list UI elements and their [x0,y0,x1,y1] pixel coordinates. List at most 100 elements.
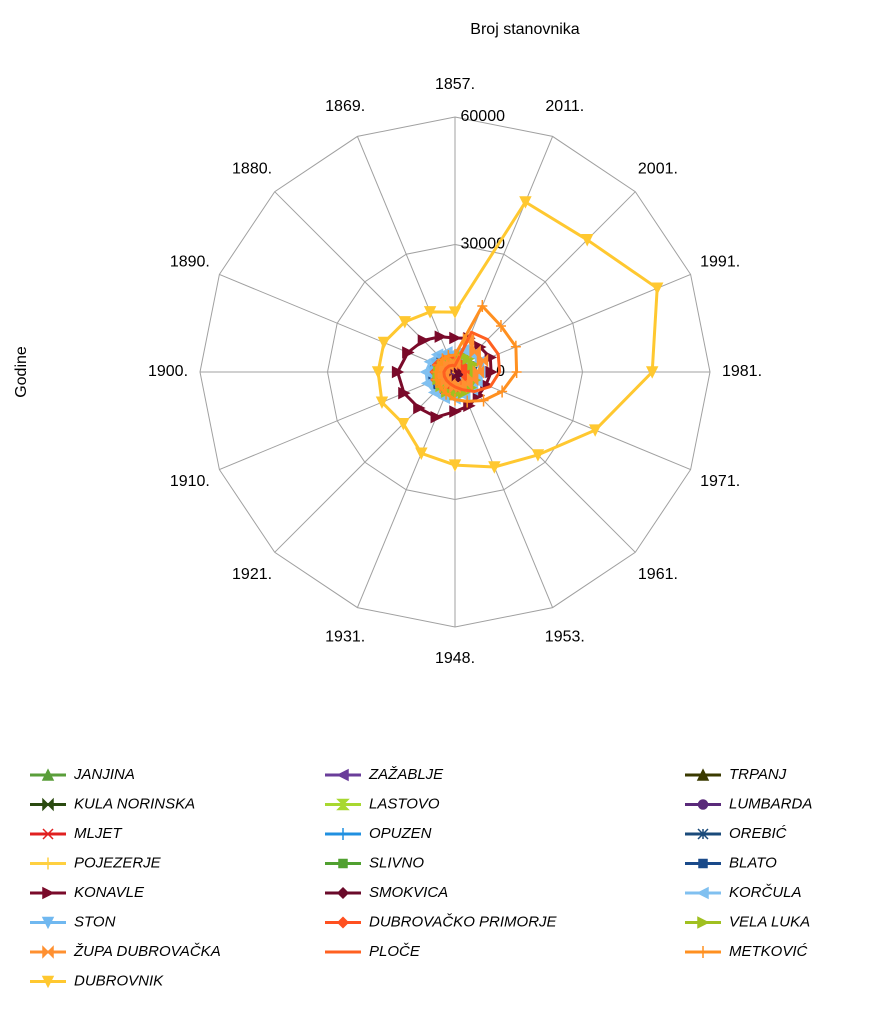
legend-label: BLATO [729,854,777,871]
marker [581,234,594,247]
legend-label: KULA NORINSKA [74,795,195,812]
marker [430,410,443,424]
legend-label: STON [74,913,116,930]
marker [510,340,521,353]
marker [423,306,437,319]
category-label: 1900. [148,363,188,380]
series-line [442,330,502,393]
spoke [454,191,636,373]
category-label: 1857. [435,76,475,93]
legend-label: SMOKVICA [369,884,448,901]
marker [413,401,426,415]
marker [336,768,349,782]
marker [448,459,462,472]
category-label: 1921. [232,566,272,583]
legend-label: JANJINA [73,766,135,783]
legend-label: DUBROVAČKO PRIMORJE [369,913,558,930]
legend-label: KORČULA [729,884,802,901]
marker [41,768,55,781]
marker [469,345,481,359]
marker [697,916,710,929]
spoke [274,191,456,373]
category-label: 1981. [722,363,762,380]
marker [42,797,54,812]
legend-label: OPUZEN [369,825,432,842]
marker [488,461,501,474]
marker [336,916,350,929]
marker [42,828,54,840]
marker [377,336,391,350]
marker [651,282,664,295]
spoke [274,371,456,553]
legend-label: LUMBARDA [729,795,812,812]
marker [41,916,55,930]
marker [338,828,348,840]
marker [371,366,385,379]
marker [448,306,462,319]
category-label: 1971. [700,473,740,490]
marker [417,334,431,347]
marker [398,316,412,329]
marker [696,768,710,781]
spoke [219,273,456,373]
marker [698,858,708,869]
marker [450,393,460,406]
legend-label: VELA LUKA [729,913,810,930]
marker [433,359,444,372]
chart-title: Broj stanovnika [470,21,579,38]
legend-label: ŽUPA DUBROVAČKA [73,943,221,960]
marker [449,331,462,345]
category-label: 1890. [170,253,210,270]
marker [441,387,452,400]
marker [698,946,708,958]
marker [402,346,415,359]
spoke [454,371,691,471]
legend-label: METKOVIĆ [729,943,808,960]
marker [497,385,508,398]
marker [450,349,460,361]
marker [41,975,55,989]
spoke [356,371,456,608]
marker [397,417,410,431]
marker [375,396,389,409]
marker [42,945,54,959]
marker [472,365,485,379]
marker [696,886,709,900]
series-line [376,200,659,469]
legend-label: OREBIĆ [729,825,787,842]
legend-label: TRPANJ [729,766,787,783]
marker [485,365,498,379]
spoke [454,273,691,373]
marker [415,447,428,460]
legend-label: KONAVLE [74,884,145,901]
legend-label: PLOČE [369,943,421,960]
marker [519,196,532,209]
marker [443,349,454,362]
legend-label: POJEZERJE [74,854,162,871]
category-label: 1910. [170,473,210,490]
category-label: 1869. [325,98,365,115]
tick-label: 60000 [461,108,506,125]
category-label: 1991. [700,253,740,270]
marker [398,386,411,400]
marker [430,366,441,378]
legend-label: SLIVNO [369,854,424,871]
category-label: 2001. [638,160,678,177]
category-label: 1953. [545,628,585,645]
marker [697,828,709,840]
marker [511,366,522,378]
legend-label: LASTOVO [369,795,440,812]
marker [531,449,545,462]
marker [449,405,462,418]
marker [437,353,448,366]
marker [336,886,350,900]
category-label: 1948. [435,650,475,667]
marker [434,330,448,343]
spoke [454,371,554,608]
axis-label: Godine [13,346,30,398]
marker [42,886,55,900]
marker [338,858,348,869]
marker [43,857,53,870]
